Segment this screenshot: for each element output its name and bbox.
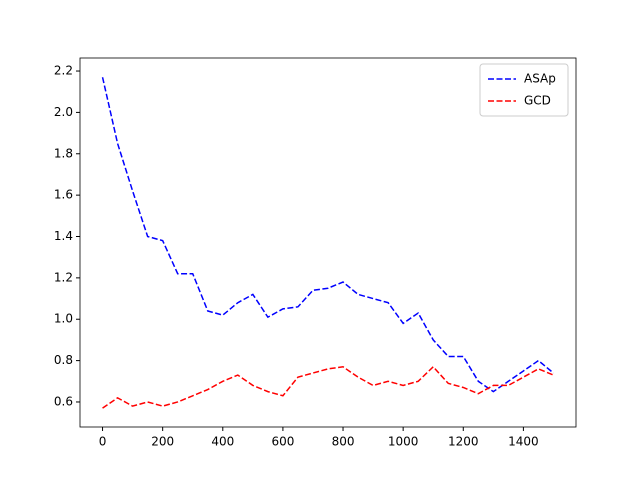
y-tick-label: 1.6	[54, 188, 73, 202]
y-tick-label: 0.6	[54, 394, 73, 408]
y-tick-label: 1.0	[54, 312, 73, 326]
x-tick-label: 600	[271, 435, 294, 449]
series-line	[102, 365, 554, 409]
x-tick-label: 200	[151, 435, 174, 449]
series-line	[101, 77, 554, 393]
y-tick-label: 1.8	[54, 146, 73, 160]
legend-box	[479, 63, 569, 117]
plot-frame	[79, 57, 577, 428]
x-tick-label: 400	[211, 435, 234, 449]
y-tick-label: 2.2	[54, 64, 73, 78]
legend-label: ASAp	[524, 72, 556, 86]
x-tick-label: 0	[99, 435, 107, 449]
y-tick-label: 1.2	[54, 270, 73, 284]
y-tick-label: 0.8	[54, 353, 73, 367]
y-tick-label: 1.4	[54, 229, 73, 243]
x-tick-label: 1400	[508, 435, 539, 449]
x-tick-label: 1200	[448, 435, 479, 449]
x-tick-label: 1000	[388, 435, 419, 449]
y-tick-label: 2.0	[54, 105, 73, 119]
legend-label: GCD	[524, 94, 551, 108]
x-tick-label: 800	[332, 435, 355, 449]
